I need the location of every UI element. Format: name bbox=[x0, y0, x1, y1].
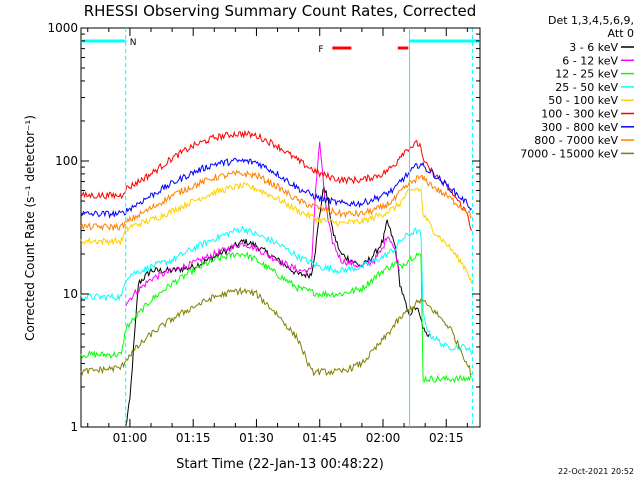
y-axis-label: Corrected Count Rate (s⁻¹ detector⁻¹) bbox=[23, 115, 37, 341]
legend-label-0: 3 - 6 keV bbox=[569, 41, 618, 54]
series-line-5 bbox=[80, 129, 473, 231]
legend-label-2: 12 - 25 keV bbox=[555, 68, 618, 81]
legend-label-4: 50 - 100 keV bbox=[548, 94, 618, 107]
series-line-1 bbox=[125, 141, 401, 307]
axis-layer: 01:00 01:15 01:30 01:45 02:00 02:15 1 10 100 1000 bbox=[47, 21, 480, 445]
series-line-7 bbox=[80, 169, 472, 232]
marker-layer: NF bbox=[81, 28, 480, 427]
x-tick-label-3: 01:45 bbox=[302, 431, 337, 445]
chart-title: RHESSI Observing Summary Count Rates, Co… bbox=[84, 2, 477, 20]
series-line-3 bbox=[80, 225, 473, 355]
x-tick-label-4: 02:00 bbox=[366, 431, 401, 445]
y-tick-label-0: 1 bbox=[70, 420, 78, 434]
x-tick-label-0: 01:00 bbox=[113, 431, 148, 445]
x-tick-label-2: 01:30 bbox=[239, 431, 274, 445]
legend-label-6: 300 - 800 keV bbox=[541, 121, 618, 134]
legend-label-8: 7000 - 15000 keV bbox=[520, 147, 618, 160]
series-line-8 bbox=[80, 286, 472, 377]
legend-label-7: 800 - 7000 keV bbox=[534, 134, 618, 147]
legend-label-3: 25 - 50 keV bbox=[555, 81, 618, 94]
series-line-2 bbox=[80, 251, 472, 384]
y-tick-label-1: 10 bbox=[63, 287, 78, 301]
plot-frame bbox=[80, 27, 481, 428]
x-tick-label-5: 02:15 bbox=[429, 431, 464, 445]
flare-flag-label: F bbox=[318, 45, 323, 55]
legend-label-1: 6 - 12 keV bbox=[562, 54, 618, 67]
series-layer bbox=[80, 129, 473, 427]
x-axis-label: Start Time (22-Jan-13 00:48:22) bbox=[176, 457, 384, 472]
series-line-4 bbox=[80, 181, 473, 284]
footer-date: 22-Oct-2021 20:52 bbox=[558, 467, 634, 476]
x-tick-label-1: 01:15 bbox=[176, 431, 211, 445]
y-tick-label-2: 100 bbox=[55, 154, 78, 168]
legend-header-line-2: Att 0 bbox=[608, 27, 634, 40]
legend-label-5: 100 - 300 keV bbox=[541, 108, 618, 121]
flag-label-0: N bbox=[130, 38, 137, 48]
legend-header-line-1: Det 1,3,4,5,6,9, bbox=[548, 14, 634, 27]
series-line-0 bbox=[125, 185, 430, 427]
series-line-6 bbox=[80, 157, 472, 219]
y-tick-label-3: 1000 bbox=[47, 21, 78, 35]
